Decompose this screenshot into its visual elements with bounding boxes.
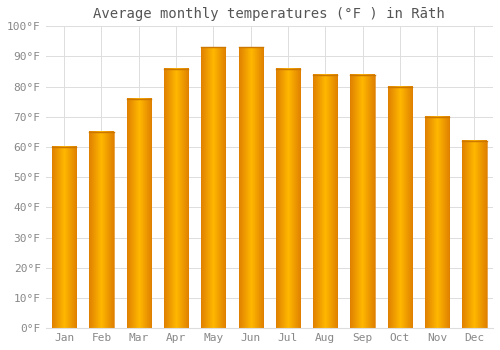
Bar <box>388 87 412 328</box>
Bar <box>90 132 114 328</box>
Bar <box>238 47 263 328</box>
Bar <box>425 117 449 328</box>
Bar <box>126 99 151 328</box>
Bar <box>313 75 338 328</box>
Bar <box>52 147 76 328</box>
Bar <box>462 141 486 328</box>
Bar <box>164 69 188 328</box>
Title: Average monthly temperatures (°F ) in Rāth: Average monthly temperatures (°F ) in Rā… <box>94 7 445 21</box>
Bar <box>201 47 226 328</box>
Bar <box>276 69 300 328</box>
Bar <box>350 75 374 328</box>
